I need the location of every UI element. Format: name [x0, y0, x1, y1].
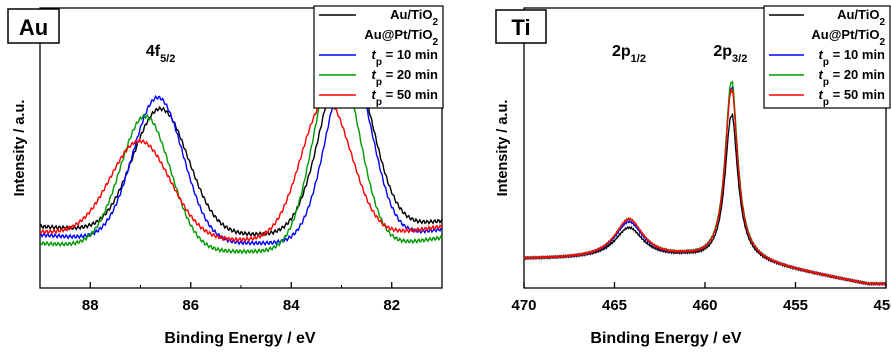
ti-x-axis-label: Binding Energy / eV: [590, 330, 741, 347]
au-x-axis-label: Binding Energy / eV: [164, 330, 315, 347]
ti-x-tick-label: 470: [511, 297, 536, 314]
au-panel-tag: Au: [7, 8, 60, 44]
au-curves: [39, 49, 443, 255]
panel-au: 88 86 84 82 Intensity / a.u. Binding Energy…: [7, 5, 444, 347]
au-panel-tag-text: Au: [19, 15, 48, 40]
ti-peak-label: 2p3/2: [713, 43, 747, 65]
au-x-tick-label: 86: [182, 297, 199, 314]
au-series-line: [39, 97, 443, 243]
ti-legend-box: [763, 5, 891, 109]
au-x-tick-label: 84: [283, 297, 300, 314]
au-legend-entry: Au@Pt/TiO2: [364, 27, 438, 48]
au-legend-entry: tp = 50 min: [372, 87, 439, 108]
ti-x-ticks: 470 465 460 455 450: [511, 282, 891, 314]
ti-y-axis-label: Intensity / a.u.: [495, 100, 511, 197]
ti-legend-entry: Au@Pt/TiO2: [811, 27, 885, 48]
au-x-tick-label: 88: [82, 297, 99, 314]
ti-peak-labels: 2p1/2 2p3/2: [612, 43, 747, 65]
ti-curves: [523, 80, 887, 287]
ti-series-line: [523, 87, 887, 286]
au-legend-box: [313, 5, 444, 109]
ti-peak-label: 2p1/2: [612, 43, 646, 65]
ti-series-line: [523, 113, 887, 287]
ti-legend-entry: tp = 20 min: [819, 67, 886, 88]
au-x-tick-label: 82: [383, 297, 400, 314]
ti-x-tick-label: 460: [692, 297, 717, 314]
panel-ti: 470 465 460 455 450 Intensity / a.u. Binding…: [495, 5, 891, 347]
ti-legend-entry: tp = 50 min: [819, 87, 886, 108]
ti-panel-tag-text: Ti: [511, 15, 530, 40]
au-x-ticks: 88 86 84 82: [82, 282, 400, 314]
au-series-line: [39, 49, 443, 238]
au-peak-label: 4f5/2: [146, 43, 176, 65]
ti-x-tick-label: 465: [602, 297, 627, 314]
ti-x-tick-label: 455: [783, 297, 808, 314]
au-legend-entry: tp = 20 min: [372, 67, 439, 88]
au-legend-entry: Au/TiO2: [390, 7, 438, 28]
ti-panel-tag: Ti: [495, 9, 547, 44]
au-legend-entry: tp = 10 min: [372, 47, 439, 68]
ti-x-tick-label: 450: [873, 297, 891, 314]
au-y-axis-label: Intensity / a.u.: [12, 100, 28, 197]
au-series-line: [39, 56, 443, 255]
ti-legend-entry: Au/TiO2: [837, 7, 885, 28]
ti-legend-entry: tp = 10 min: [819, 47, 886, 68]
